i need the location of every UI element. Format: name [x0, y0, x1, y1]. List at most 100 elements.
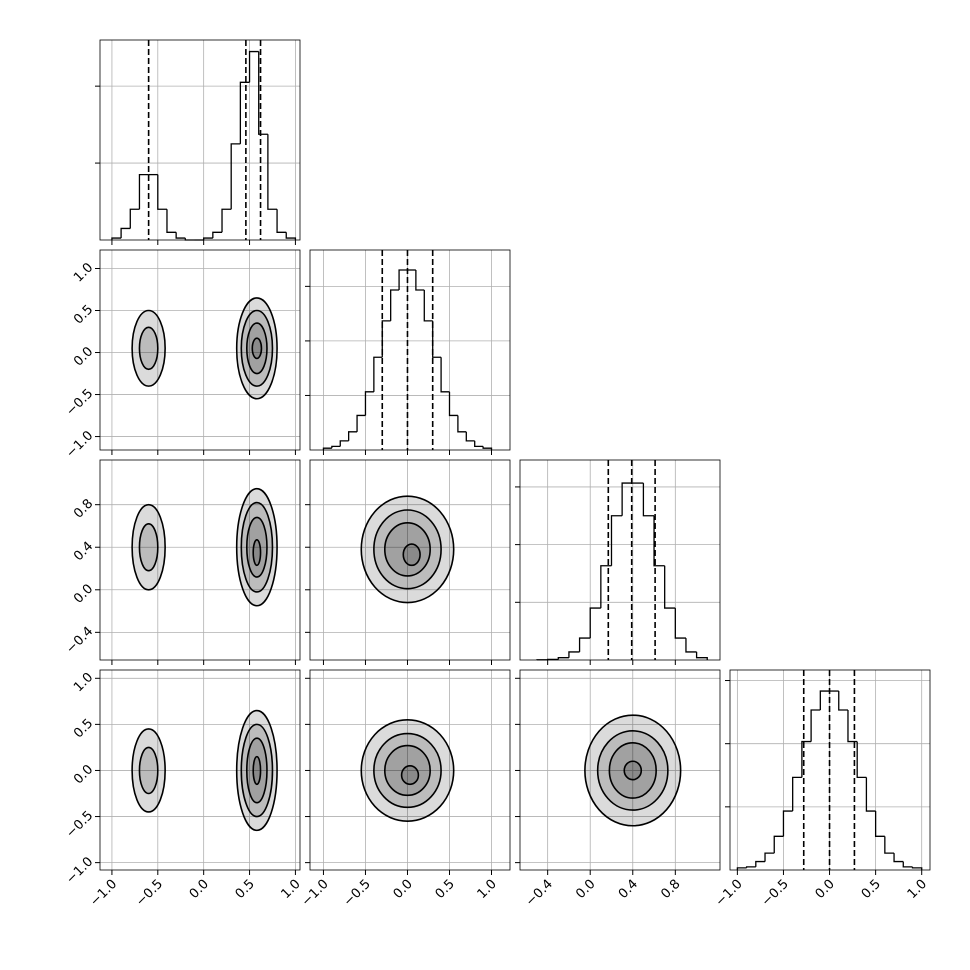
hist-bin: [902, 861, 913, 868]
hist-bin: [398, 269, 408, 290]
contour: [131, 728, 166, 813]
x-tick-label: 0.5: [433, 877, 458, 902]
hist-bin: [482, 446, 493, 450]
contour: [373, 732, 442, 809]
hist-bin: [773, 835, 784, 854]
contour: [245, 737, 268, 804]
contour: [245, 516, 268, 578]
x-tick-label: 0.0: [187, 877, 212, 902]
panel-frame: [309, 459, 511, 661]
hist-bin: [111, 237, 122, 240]
hist-bin: [322, 447, 332, 450]
x-tick-label: −0.5: [133, 877, 166, 910]
hist-bin: [348, 431, 358, 441]
hist-bin: [642, 483, 655, 517]
hist-bin: [801, 740, 812, 778]
y-tick-label: −0.5: [63, 808, 96, 841]
hist-bin: [893, 853, 904, 863]
contour: [360, 718, 455, 822]
hist-bin: [621, 482, 633, 516]
hist-bin: [432, 320, 442, 358]
x-tick-label: 0.0: [573, 877, 598, 902]
contour: [608, 742, 657, 799]
hist-bin: [285, 232, 297, 240]
hist-bin: [600, 565, 612, 609]
hist-bin: [589, 607, 601, 639]
x-tick-label: −1.0: [713, 877, 746, 910]
hist-bin: [838, 691, 848, 711]
contour: [235, 709, 278, 832]
hist-bin: [221, 208, 232, 233]
y-tick-label: 1.0: [71, 260, 96, 285]
hist-bin: [381, 320, 391, 358]
contour: [383, 521, 431, 577]
hist-bin: [653, 515, 665, 567]
x-tick-label: 1.0: [905, 877, 930, 902]
y-tick-label: 0.5: [71, 716, 96, 741]
hist-bin: [755, 860, 766, 867]
panel-frame: [309, 249, 511, 451]
contour: [240, 501, 274, 593]
contour: [138, 326, 159, 371]
hist-bin: [423, 290, 433, 322]
contour: [596, 730, 669, 811]
hist-bin: [856, 741, 867, 779]
x-tick-label: −0.4: [523, 877, 556, 910]
hist-bin: [792, 776, 802, 812]
contour: [584, 714, 682, 827]
y-tick-label: 0.0: [71, 344, 96, 369]
hist-bin: [248, 50, 259, 83]
hist-bin: [610, 515, 623, 566]
panel-frame: [519, 669, 721, 871]
hist-bin: [695, 651, 708, 660]
contour: [252, 755, 262, 786]
hist-bin: [129, 208, 140, 229]
contour: [235, 487, 278, 607]
hist-bin: [736, 867, 747, 870]
contour: [245, 322, 268, 375]
panel-frame: [99, 459, 301, 661]
x-tick-label: −1.0: [299, 877, 332, 910]
contour: [623, 760, 643, 781]
contour: [402, 543, 421, 567]
hist-bin: [810, 709, 821, 742]
hist-bin: [782, 810, 793, 837]
contour: [131, 309, 166, 387]
panel-frame: [519, 459, 721, 661]
y-tick-label: −1.0: [63, 428, 96, 461]
panel-frame: [99, 669, 301, 871]
hist-bin: [764, 852, 775, 862]
hist-bin: [578, 637, 591, 652]
hist-bin: [847, 710, 858, 743]
x-tick-label: 0.5: [233, 877, 258, 902]
y-tick-label: 1.0: [71, 670, 96, 695]
hist-bin: [911, 866, 923, 870]
hist-bin: [138, 173, 149, 210]
hist-bin: [276, 209, 287, 233]
x-tick-label: 0.8: [658, 877, 683, 902]
hist-bin: [415, 270, 425, 291]
contour: [240, 309, 274, 387]
hist-bin: [819, 690, 830, 710]
x-tick-label: 1.0: [475, 877, 500, 902]
x-tick-label: 0.0: [813, 877, 838, 902]
hist-bin: [457, 415, 467, 433]
y-tick-label: 0.0: [71, 762, 96, 787]
hist-bin: [267, 134, 278, 210]
contour: [252, 538, 262, 567]
y-tick-label: 0.8: [71, 496, 96, 521]
hist-bin: [258, 51, 268, 135]
contour: [383, 744, 431, 797]
hist-bin: [239, 81, 250, 144]
hist-bin: [568, 651, 580, 658]
y-tick-label: −1.0: [63, 854, 96, 887]
hist-bin: [364, 391, 374, 416]
contour: [235, 297, 278, 400]
panel-frame: [99, 249, 301, 451]
hist-bin: [474, 440, 484, 448]
hist-bin: [865, 777, 876, 812]
panel-frame: [729, 669, 931, 871]
panel-frame: [99, 39, 301, 241]
hist-bin: [120, 227, 131, 239]
